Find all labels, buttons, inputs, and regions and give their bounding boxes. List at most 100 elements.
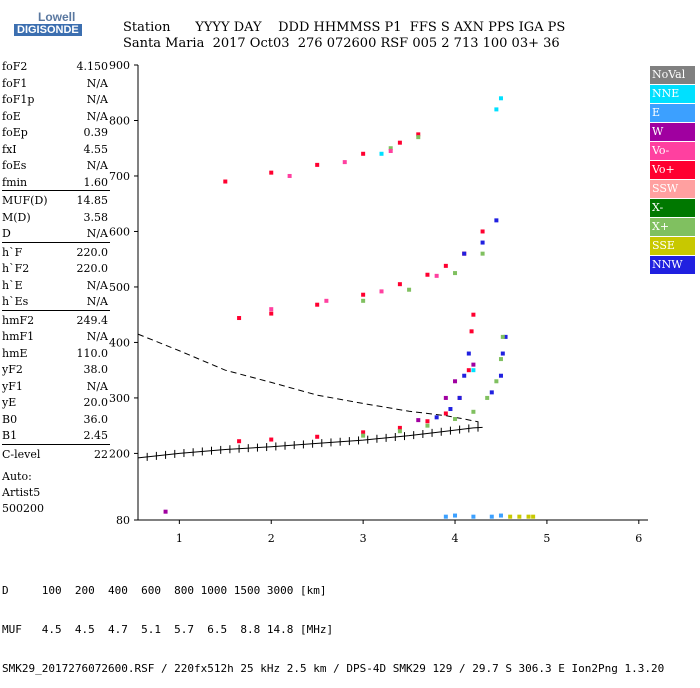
echo-point-vo [425,272,430,277]
echo-point-w [416,418,421,423]
param-label: hmF2 [2,313,35,327]
echo-point-e [471,514,476,519]
y-tick-label: 500 [109,281,130,294]
echo-point-vo [361,292,366,297]
y-tick-label: 900 [109,59,130,72]
param-row-m-d-: M(D) 3.58 [2,211,108,225]
echo-point-e [453,513,458,518]
y-tick-label: 80 [116,514,130,527]
footer-distance-row: D 100 200 400 600 800 1000 1500 3000 [km… [2,584,327,597]
x-tick-label: 1 [176,532,183,545]
param-label: h`E [2,278,23,292]
param-label: yF2 [2,363,23,376]
ionogram-plot: 80 200 300 400 500 600 700 800 900 1 2 3 4 5 6 [109,59,648,545]
param-value: N/A [86,76,108,90]
param-value: N/A [86,227,108,240]
echo-point-x [425,423,430,428]
echo-point-nnw [434,415,439,420]
station-header-values: Santa Maria 2017 Oct03 276 072600 RSF 00… [123,36,560,51]
echo-point-nnw [489,390,494,395]
echo-point-vo [425,419,430,424]
x-tick-label: 6 [635,532,642,545]
echo-point-nnw [494,218,499,223]
param-label: foEp [2,126,28,139]
echo-point-sse [531,514,536,519]
param-row-yf2: yF2 38.0 [2,363,108,377]
param-value: 4.150 [76,60,109,73]
echo-point-x [453,271,458,276]
param-row-fof1p: foF1p N/A [2,93,108,107]
echo-point-x [500,334,505,339]
echo-point-vo [315,162,320,167]
param-label: yE [2,396,17,409]
param-label: yF1 [2,379,23,393]
echo-point-vo [269,311,274,316]
param-value: 22 [94,447,108,461]
echo-point-x [388,146,393,151]
param-value: 14.85 [76,194,109,207]
param-label: foF1p [2,93,35,106]
x-tick-label: 5 [543,532,550,545]
echo-point-e [489,514,494,519]
echo-point-vo [397,282,402,287]
echo-point-vo [315,302,320,307]
param-value: 20.0 [83,396,109,409]
param-value: N/A [86,295,108,308]
param-label: h`F2 [2,262,30,275]
param-row-hme: hmE 110.0 [2,347,108,361]
param-value: 1.60 [83,175,109,189]
param-row-b0: B0 36.0 [2,413,108,427]
echo-point-e [443,514,448,519]
echo-point-vo [287,173,292,178]
y-tick-label: 800 [109,114,130,127]
param-row-yf1: yF1 N/A [2,380,108,394]
echo-point-vo [443,263,448,268]
param-row-foes: foEs N/A [2,159,108,173]
param-label: foF1 [2,76,28,90]
artist-label: Artist5 [2,486,41,499]
param-row-foe: foE N/A [2,110,108,124]
echo-point-sse [526,514,531,519]
echo-point-vo [269,437,274,442]
echo-point-nnw [500,351,505,356]
echo-point-nnw [466,351,471,356]
param-label: foF2 [2,60,28,73]
echo-point-nnw [457,395,462,400]
param-row-fof1: foF1 N/A [2,77,108,91]
legend-nnw: NNW [650,256,695,274]
param-label: foE [2,109,21,123]
param-separator [2,190,110,191]
param-row-d: D N/A [2,227,108,241]
param-value: 2.45 [83,429,109,442]
dashed-trace-line [137,333,479,425]
echo-point-vo [480,229,485,234]
echo-point-w [453,379,458,384]
param-row-c-level: C-level 22 [2,448,108,462]
echo-point-sse [517,514,522,519]
echo-point-x [407,287,412,292]
echo-point-vo [471,312,476,317]
param-value: N/A [86,330,108,343]
param-value: 0.39 [83,126,109,139]
param-label: D [2,227,11,240]
y-tick-label: 300 [109,392,130,405]
param-value: 110.0 [76,346,109,360]
echo-point-x [397,429,402,434]
echo-point-vo [269,307,274,312]
param-row-h-f: h`F 220.0 [2,246,108,260]
param-row-muf-d-: MUF(D) 14.85 [2,194,108,208]
footer-file-info: SMK29_2017276072600.RSF / 220fx512h 25 k… [2,662,665,675]
echo-point-vo [443,411,448,416]
echo-point-vo [469,329,474,334]
param-label: B1 [2,429,18,442]
logo-digisonde: DIGISONDE [14,24,82,36]
echo-point-x [494,379,499,384]
auto-label: Auto: [2,470,32,483]
echo-point-vo [397,425,402,430]
echo-point-vo [361,430,366,435]
echo-point-vo [342,160,347,165]
param-value: 4.55 [83,142,109,156]
param-label: fxI [2,142,17,156]
echo-point-e [498,513,503,518]
echo-point-vo [237,316,242,321]
